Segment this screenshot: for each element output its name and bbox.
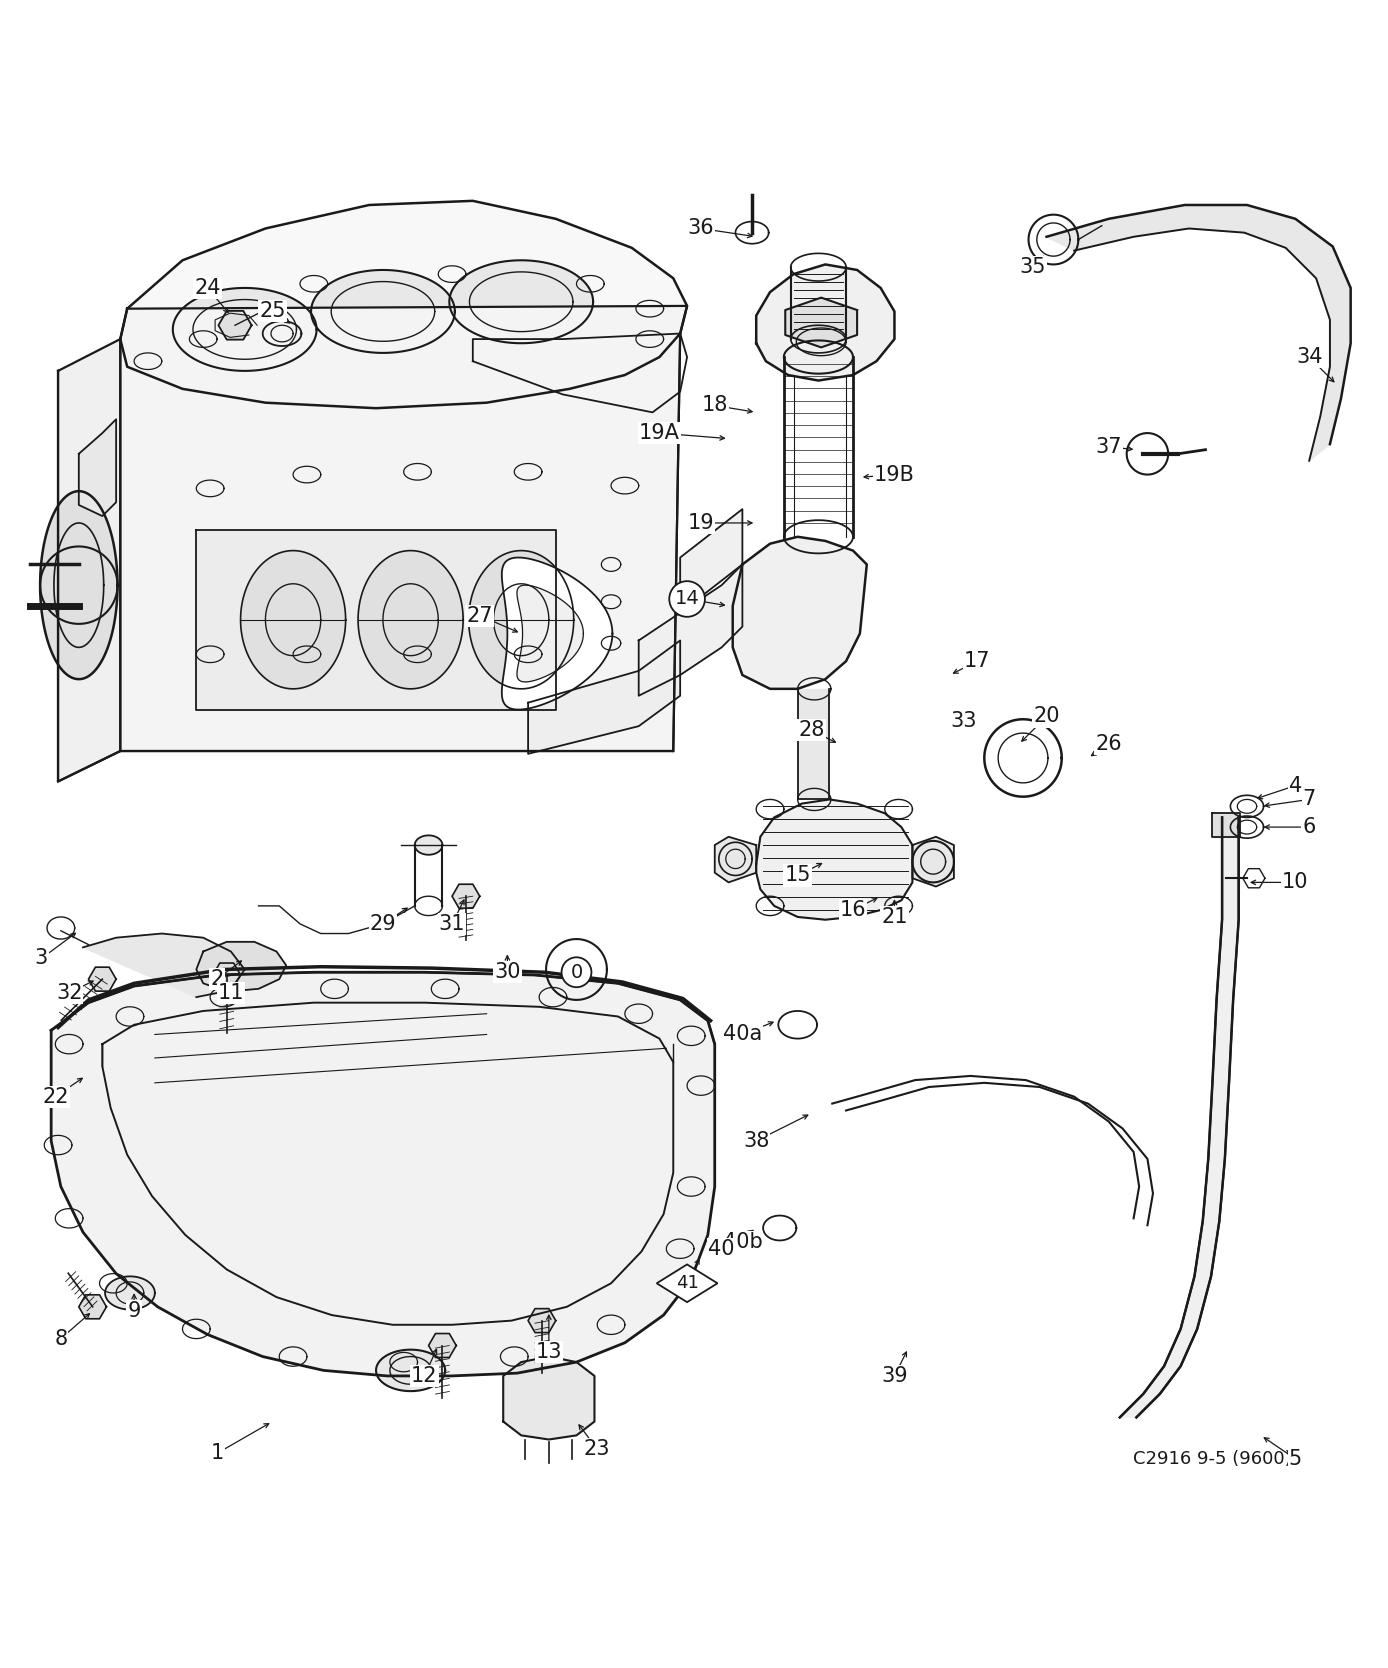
Text: 29: 29 [369,914,396,934]
Polygon shape [504,1356,594,1439]
Polygon shape [40,490,118,679]
Polygon shape [218,310,251,340]
Text: 9: 9 [128,1301,140,1321]
Text: 40: 40 [708,1239,734,1259]
Polygon shape [83,934,244,997]
Polygon shape [89,967,117,991]
Text: 23: 23 [584,1439,611,1460]
Text: 32: 32 [56,982,82,1002]
Text: 5: 5 [1288,1449,1302,1470]
Polygon shape [452,884,480,907]
Text: 7: 7 [1302,789,1316,809]
Text: 40a: 40a [723,1024,762,1044]
Text: 22: 22 [42,1086,68,1106]
Text: 12: 12 [411,1366,437,1386]
Text: 20: 20 [1033,707,1060,727]
Polygon shape [196,942,286,991]
Text: 1: 1 [211,1443,223,1463]
Text: 27: 27 [466,605,493,626]
Polygon shape [798,689,830,799]
Text: 21: 21 [881,907,908,927]
Text: 13: 13 [536,1343,562,1363]
Text: 18: 18 [701,395,727,415]
Polygon shape [105,1276,155,1309]
Polygon shape [429,1333,457,1358]
Polygon shape [212,962,240,987]
Polygon shape [733,537,866,689]
Polygon shape [527,1309,555,1333]
Text: 17: 17 [965,651,991,671]
Polygon shape [1120,817,1238,1418]
Text: 19: 19 [687,514,715,534]
Text: 14: 14 [675,589,700,609]
Polygon shape [638,564,743,696]
Polygon shape [657,1264,718,1303]
Text: 24: 24 [194,279,221,299]
Polygon shape [311,270,455,354]
Polygon shape [58,339,121,782]
Text: 16: 16 [840,901,866,921]
Text: 6: 6 [1302,817,1316,837]
Text: 30: 30 [494,962,520,982]
Text: 11: 11 [218,982,244,1002]
Text: O: O [569,961,583,979]
Text: 2: 2 [211,969,223,989]
Text: 3: 3 [35,949,49,969]
Text: 10: 10 [1283,872,1309,892]
Text: 15: 15 [784,866,811,886]
Text: 26: 26 [1095,734,1122,754]
Polygon shape [121,200,687,409]
Polygon shape [912,837,954,886]
Polygon shape [196,530,555,709]
Polygon shape [516,585,583,682]
Text: 41: 41 [676,1274,698,1293]
Polygon shape [715,837,756,882]
Text: 25: 25 [260,302,286,322]
Text: 35: 35 [1019,257,1047,277]
Polygon shape [1212,814,1239,837]
Polygon shape [469,550,573,689]
Polygon shape [240,550,346,689]
Polygon shape [527,641,680,754]
Polygon shape [680,509,743,612]
Text: 28: 28 [798,721,824,741]
Text: 8: 8 [54,1329,68,1349]
Polygon shape [79,419,117,515]
Polygon shape [121,305,687,751]
Polygon shape [756,265,894,380]
Text: 38: 38 [743,1131,769,1151]
Polygon shape [358,550,464,689]
Text: 34: 34 [1296,347,1323,367]
Polygon shape [502,557,612,709]
Polygon shape [51,972,715,1376]
Polygon shape [415,836,443,854]
Polygon shape [450,260,593,344]
Text: C2916 9-5 (9600): C2916 9-5 (9600) [1133,1449,1292,1468]
Polygon shape [756,799,912,919]
Text: 39: 39 [881,1366,908,1386]
Text: 19A: 19A [638,424,680,444]
Polygon shape [791,325,847,354]
Polygon shape [174,289,316,370]
Polygon shape [784,340,854,374]
Text: 19B: 19B [874,465,915,485]
Text: 0: 0 [570,962,583,982]
Text: 36: 36 [687,219,715,239]
Polygon shape [376,1349,446,1391]
Polygon shape [1047,205,1351,460]
Text: 33: 33 [951,711,977,731]
Text: 4: 4 [1288,776,1302,796]
Text: 31: 31 [439,914,465,934]
Polygon shape [79,1294,107,1319]
Text: 37: 37 [1095,437,1122,457]
Polygon shape [786,297,858,347]
Text: 40b: 40b [723,1233,762,1251]
